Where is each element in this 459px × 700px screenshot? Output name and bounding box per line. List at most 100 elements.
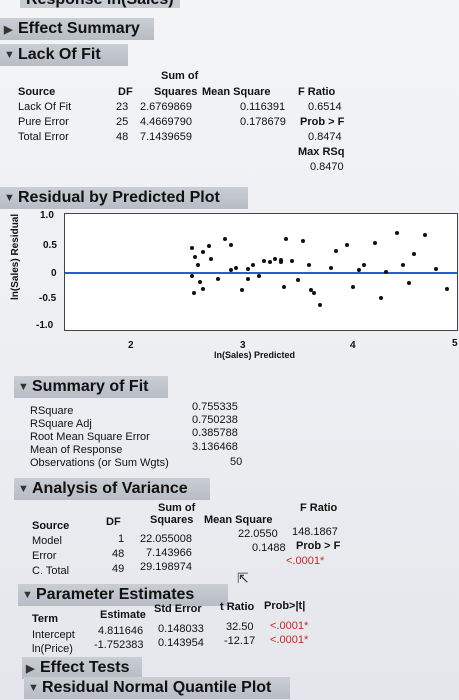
residual-plot-title: Residual by Predicted Plot	[18, 189, 220, 206]
pure-error-ms: 0.178679	[240, 116, 286, 128]
lack-of-fit-table: Sum of Source DF Squares Mean Square F R…	[18, 70, 358, 204]
residual-point[interactable]	[356, 268, 361, 273]
model-f: 148.1867	[292, 526, 338, 538]
lnprice-estimate: -1.752383	[94, 639, 144, 651]
residual-point[interactable]	[208, 257, 213, 262]
expand-arrow-icon[interactable]: ▶	[26, 662, 35, 675]
residual-plot-header[interactable]: ▼ Residual by Predicted Plot	[0, 187, 248, 209]
lof-source: Lack Of Fit	[18, 101, 72, 113]
residual-point[interactable]	[190, 274, 195, 278]
lof-prob-value: 0.8474	[308, 131, 342, 143]
residual-point[interactable]	[328, 265, 333, 270]
residual-point[interactable]	[251, 262, 256, 267]
ctotal-ss: 29.198974	[140, 561, 192, 573]
residual-point[interactable]	[373, 240, 378, 245]
mean-response-label: Mean of Response	[30, 444, 123, 456]
residual-point[interactable]	[245, 276, 250, 281]
residual-point[interactable]	[362, 262, 367, 267]
residual-point[interactable]	[223, 236, 228, 241]
collapse-arrow-icon[interactable]: ▼	[22, 589, 33, 601]
intercept-term: Intercept	[32, 629, 75, 641]
residual-point[interactable]	[284, 236, 289, 241]
x-tick-4: 4	[350, 340, 356, 351]
residual-point[interactable]	[201, 286, 206, 291]
max-rsq-value: 0.8470	[310, 161, 344, 173]
residual-point[interactable]	[278, 260, 283, 265]
residual-point[interactable]	[334, 249, 339, 254]
residual-point[interactable]	[193, 254, 198, 259]
residual-point[interactable]	[434, 266, 439, 271]
residual-point[interactable]	[306, 262, 311, 267]
residual-point[interactable]	[195, 262, 200, 267]
collapse-arrow-icon[interactable]: ▼	[4, 49, 15, 61]
collapse-arrow-icon[interactable]: ▼	[28, 682, 39, 694]
response-title[interactable]: Response ln(Sales)	[20, 0, 180, 8]
residual-point[interactable]	[412, 251, 417, 256]
residual-point[interactable]	[308, 287, 313, 292]
pure-error-df: 25	[116, 116, 129, 128]
summary-of-fit-header[interactable]: ▼ Summary of Fit	[14, 376, 168, 398]
expand-arrow-icon[interactable]: ▶	[4, 23, 13, 36]
residual-point[interactable]	[345, 242, 350, 247]
anova-header[interactable]: ▼ Analysis of Variance	[14, 478, 210, 500]
mean-response-value: 3.136468	[192, 441, 238, 453]
residual-point[interactable]	[245, 266, 250, 271]
lack-of-fit-header[interactable]: ▼ Lack Of Fit	[0, 44, 128, 66]
error-ms: 0.1488	[252, 542, 286, 554]
residual-scatter-plot[interactable]	[64, 213, 458, 331]
summary-of-fit-title: Summary of Fit	[32, 378, 149, 395]
lnprice-p: <.0001*	[270, 634, 309, 646]
effect-tests-header[interactable]: ▶ Effect Tests	[22, 657, 142, 679]
anova-header-source: Source	[32, 520, 70, 532]
residual-point[interactable]	[262, 259, 267, 264]
effect-summary-title: Effect Summary	[18, 20, 140, 37]
collapse-arrow-icon[interactable]: ▼	[18, 483, 29, 495]
collapse-arrow-icon[interactable]: ▼	[18, 381, 29, 393]
residual-point[interactable]	[423, 232, 428, 237]
residual-point[interactable]	[215, 276, 220, 281]
residual-point[interactable]	[228, 268, 233, 273]
residual-point[interactable]	[312, 290, 317, 295]
residual-point[interactable]	[190, 246, 195, 251]
y-tick-1: 1.0	[40, 210, 54, 221]
residual-point[interactable]	[406, 281, 411, 286]
error-ss: 7.143966	[146, 547, 192, 559]
residual-point[interactable]	[267, 260, 272, 265]
residual-point[interactable]	[278, 257, 283, 262]
residual-point[interactable]	[395, 231, 400, 236]
mouse-cursor-icon: ⇱	[237, 570, 249, 586]
param-est-header[interactable]: ▼ Parameter Estimates	[18, 584, 228, 606]
resid-normal-header[interactable]: ▼ Residual Normal Quantile Plot	[24, 677, 290, 699]
y-tick-neg1: -1.0	[36, 320, 54, 331]
residual-point[interactable]	[384, 270, 389, 275]
collapse-arrow-icon[interactable]: ▼	[4, 192, 15, 204]
residual-point[interactable]	[206, 243, 211, 248]
rsquare-label: RSquare	[30, 405, 74, 417]
residual-point[interactable]	[289, 259, 294, 264]
residual-point[interactable]	[295, 277, 300, 282]
residual-point[interactable]	[234, 265, 239, 270]
model-ms: 22.0550	[238, 528, 278, 540]
residual-point[interactable]	[201, 250, 206, 255]
intercept-se: 0.148033	[158, 623, 204, 635]
residual-point[interactable]	[301, 239, 306, 244]
residual-point[interactable]	[445, 286, 450, 291]
residual-point[interactable]	[256, 274, 261, 278]
lack-of-fit-title: Lack Of Fit	[18, 46, 101, 63]
residual-point[interactable]	[197, 279, 202, 284]
effect-summary-header[interactable]: ▶ Effect Summary	[0, 18, 154, 40]
residual-point[interactable]	[273, 257, 278, 262]
residual-point[interactable]	[400, 262, 405, 267]
residual-point[interactable]	[317, 303, 322, 308]
residual-point[interactable]	[228, 242, 233, 247]
residual-point[interactable]	[282, 285, 287, 290]
param-est-table: Term Estimate Std Error t Ratio Prob>|t|…	[32, 600, 352, 655]
param-header-std-error: Std Error	[154, 603, 202, 615]
residual-point[interactable]	[351, 285, 355, 290]
anova-p-value: <.0001*	[286, 555, 325, 567]
residual-point[interactable]	[192, 290, 197, 295]
residual-point[interactable]	[378, 296, 383, 301]
lof-ms: 0.116391	[240, 101, 286, 113]
residual-point[interactable]	[240, 287, 244, 292]
